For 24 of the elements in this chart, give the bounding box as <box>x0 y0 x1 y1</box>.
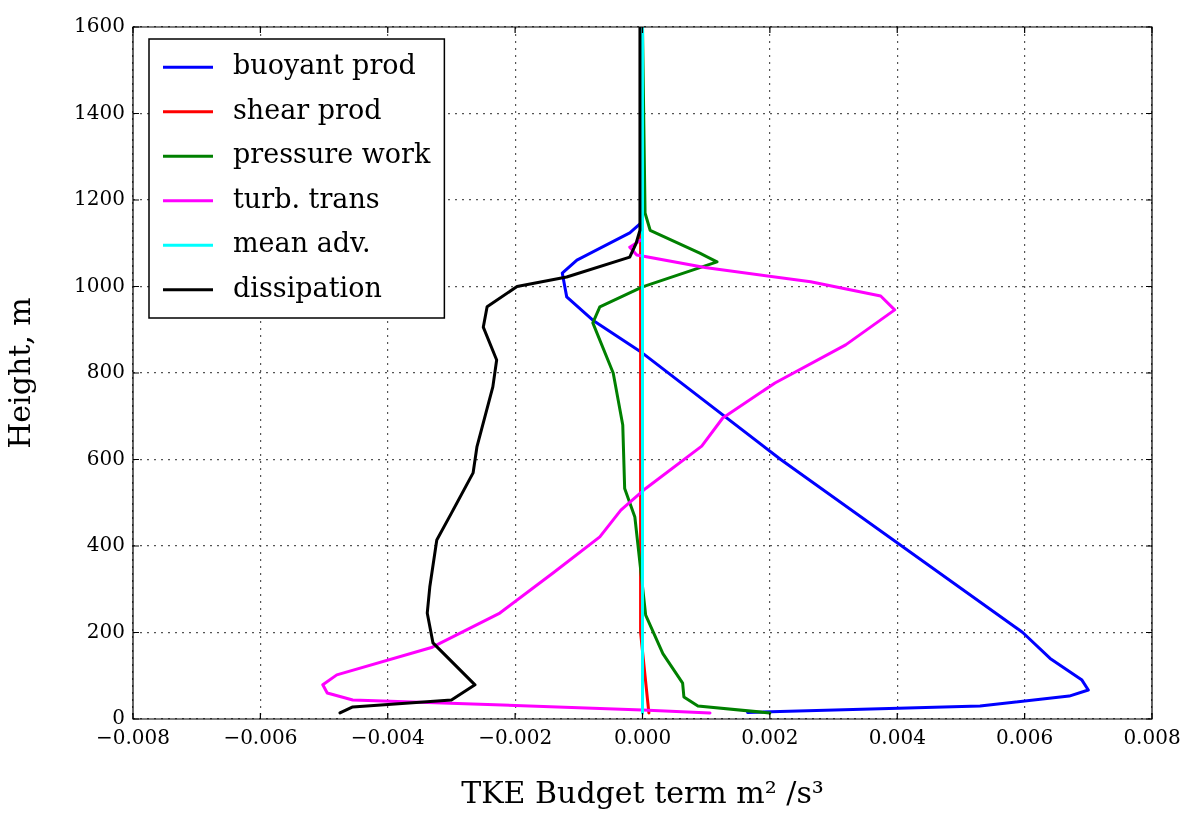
legend-label: shear prod <box>233 93 382 125</box>
x-tick-label: −0.002 <box>478 725 553 750</box>
x-tick-label: 0.000 <box>613 725 672 750</box>
y-tick-label: 400 <box>86 532 125 557</box>
y-tick-label: 800 <box>86 359 125 384</box>
y-tick-label: 1000 <box>74 272 125 297</box>
y-tick-label: 1200 <box>74 186 125 211</box>
y-axis-title: Height, m <box>1 297 37 449</box>
y-tick-label: 1400 <box>74 99 125 124</box>
legend-label: buoyant prod <box>233 49 416 81</box>
legend-label: pressure work <box>233 138 432 170</box>
x-tick-label: 0.008 <box>1123 725 1181 750</box>
y-tick-label: 600 <box>86 445 125 470</box>
x-tick-label: 0.006 <box>995 725 1054 750</box>
y-tick-label: 200 <box>86 618 125 643</box>
x-tick-label: 0.004 <box>868 725 926 750</box>
legend-label: turb. trans <box>233 182 380 214</box>
x-tick-label: −0.006 <box>223 725 298 750</box>
x-tick-label: 0.002 <box>741 725 799 750</box>
x-axis-title: TKE Budget term m² /s³ <box>461 774 824 810</box>
legend-label: dissipation <box>233 271 382 303</box>
x-tick-label: −0.004 <box>350 725 425 750</box>
y-tick-label: 1600 <box>74 13 125 38</box>
legend-label: mean adv. <box>233 227 371 259</box>
